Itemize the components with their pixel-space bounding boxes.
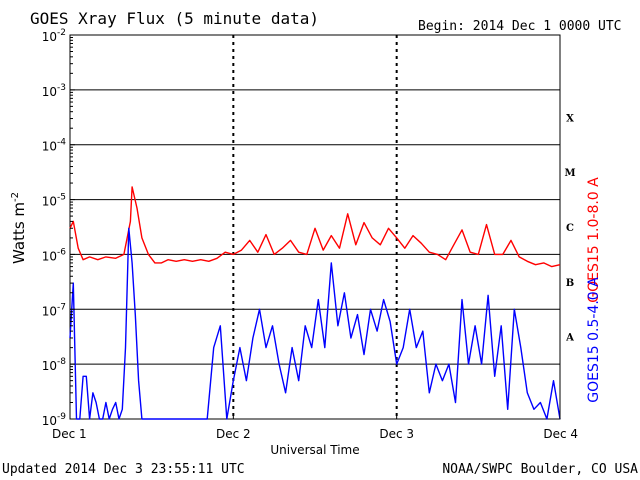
plot-frame: [69, 34, 561, 420]
x-tick-label-0: Dec 1: [52, 427, 87, 441]
x-tick-label-2: Dec 3: [379, 427, 414, 441]
begin-label: Begin: 2014 Dec 1 0000 UTC: [418, 19, 622, 34]
x-tick-label-3: Dec 4: [543, 427, 578, 441]
updated-timestamp: Updated 2014 Dec 3 23:55:11 UTC: [2, 462, 245, 477]
flare-class-A: A: [565, 333, 574, 344]
y-tick-label-3: 10-6: [42, 247, 67, 263]
y-axis-label-text: Watts m: [10, 202, 28, 264]
y-tick-label-2: 10-7: [42, 302, 66, 318]
y-tick-label-0: 10-9: [42, 412, 67, 428]
y-tick-label-6: 10-3: [42, 83, 66, 99]
x-tick-label-1: Dec 2: [216, 427, 251, 441]
series-line-1: [69, 186, 561, 268]
y-tick-label-1: 10-8: [42, 357, 67, 373]
flare-class-B: B: [566, 278, 574, 289]
y-axis-label-sup: -2: [10, 192, 21, 202]
chart-title: GOES Xray Flux (5 minute data): [30, 9, 319, 28]
y-tick-label-7: 10-2: [42, 28, 66, 44]
y-tick-label-4: 10-5: [42, 193, 66, 209]
flare-class-X: X: [566, 113, 574, 124]
y-axis-label: Watts m-2: [10, 192, 28, 264]
flare-class-C: C: [566, 223, 574, 234]
x-axis-label: Universal Time: [270, 443, 359, 457]
y-tick-label-5: 10-4: [42, 138, 67, 154]
legend-series-2: GOES15 0.5-4.0 A: [586, 277, 602, 403]
series-line-2: [69, 227, 561, 420]
flare-class-M: M: [564, 168, 575, 179]
credit-label: NOAA/SWPC Boulder, CO USA: [442, 462, 638, 477]
legend-series-1: GOES15 1.0-8.0 A: [586, 177, 602, 303]
